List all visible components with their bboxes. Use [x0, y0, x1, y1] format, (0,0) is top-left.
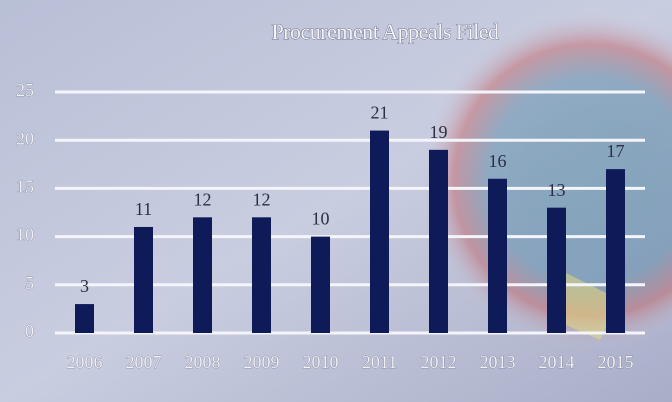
value-label: 19 [430, 122, 448, 142]
x-tick-label: 2006 [67, 352, 103, 372]
value-label: 11 [135, 199, 152, 219]
value-label: 21 [371, 103, 389, 123]
y-tick-label: 10 [16, 225, 34, 245]
bar [547, 208, 566, 333]
bar [75, 304, 94, 333]
x-tick-label: 2014 [539, 352, 575, 372]
page: {"chart_data": {"type": "bar", "title": … [0, 0, 672, 402]
x-tick-label: 2012 [421, 352, 457, 372]
bar [488, 179, 507, 333]
value-label: 3 [80, 276, 89, 296]
bar [134, 227, 153, 333]
y-tick-label: 15 [16, 177, 34, 197]
x-tick-label: 2015 [598, 352, 634, 372]
value-label: 12 [194, 189, 212, 209]
y-tick-label: 5 [25, 273, 34, 293]
chart-title: Procurement Appeals Filed [271, 19, 499, 44]
x-tick-label: 2007 [126, 352, 162, 372]
value-label: 12 [253, 189, 271, 209]
bar [606, 169, 625, 333]
bar [370, 131, 389, 333]
bar [311, 237, 330, 333]
x-tick-label: 2011 [362, 352, 397, 372]
x-tick-label: 2010 [303, 352, 339, 372]
bar [193, 217, 212, 333]
value-label: 16 [489, 151, 507, 171]
y-tick-label: 20 [16, 128, 34, 148]
x-tick-label: 2009 [244, 352, 280, 372]
value-label: 17 [607, 141, 625, 161]
x-tick-label: 2008 [185, 352, 221, 372]
y-tick-label: 25 [16, 80, 34, 100]
bar [429, 150, 448, 333]
y-tick-label: 0 [25, 321, 34, 341]
bar [252, 217, 271, 333]
value-label: 13 [548, 180, 566, 200]
value-label: 10 [312, 209, 330, 229]
x-tick-label: 2013 [480, 352, 516, 372]
chart: Procurement Appeals Filed 0 5 10 15 20 25 2006… [0, 0, 672, 402]
